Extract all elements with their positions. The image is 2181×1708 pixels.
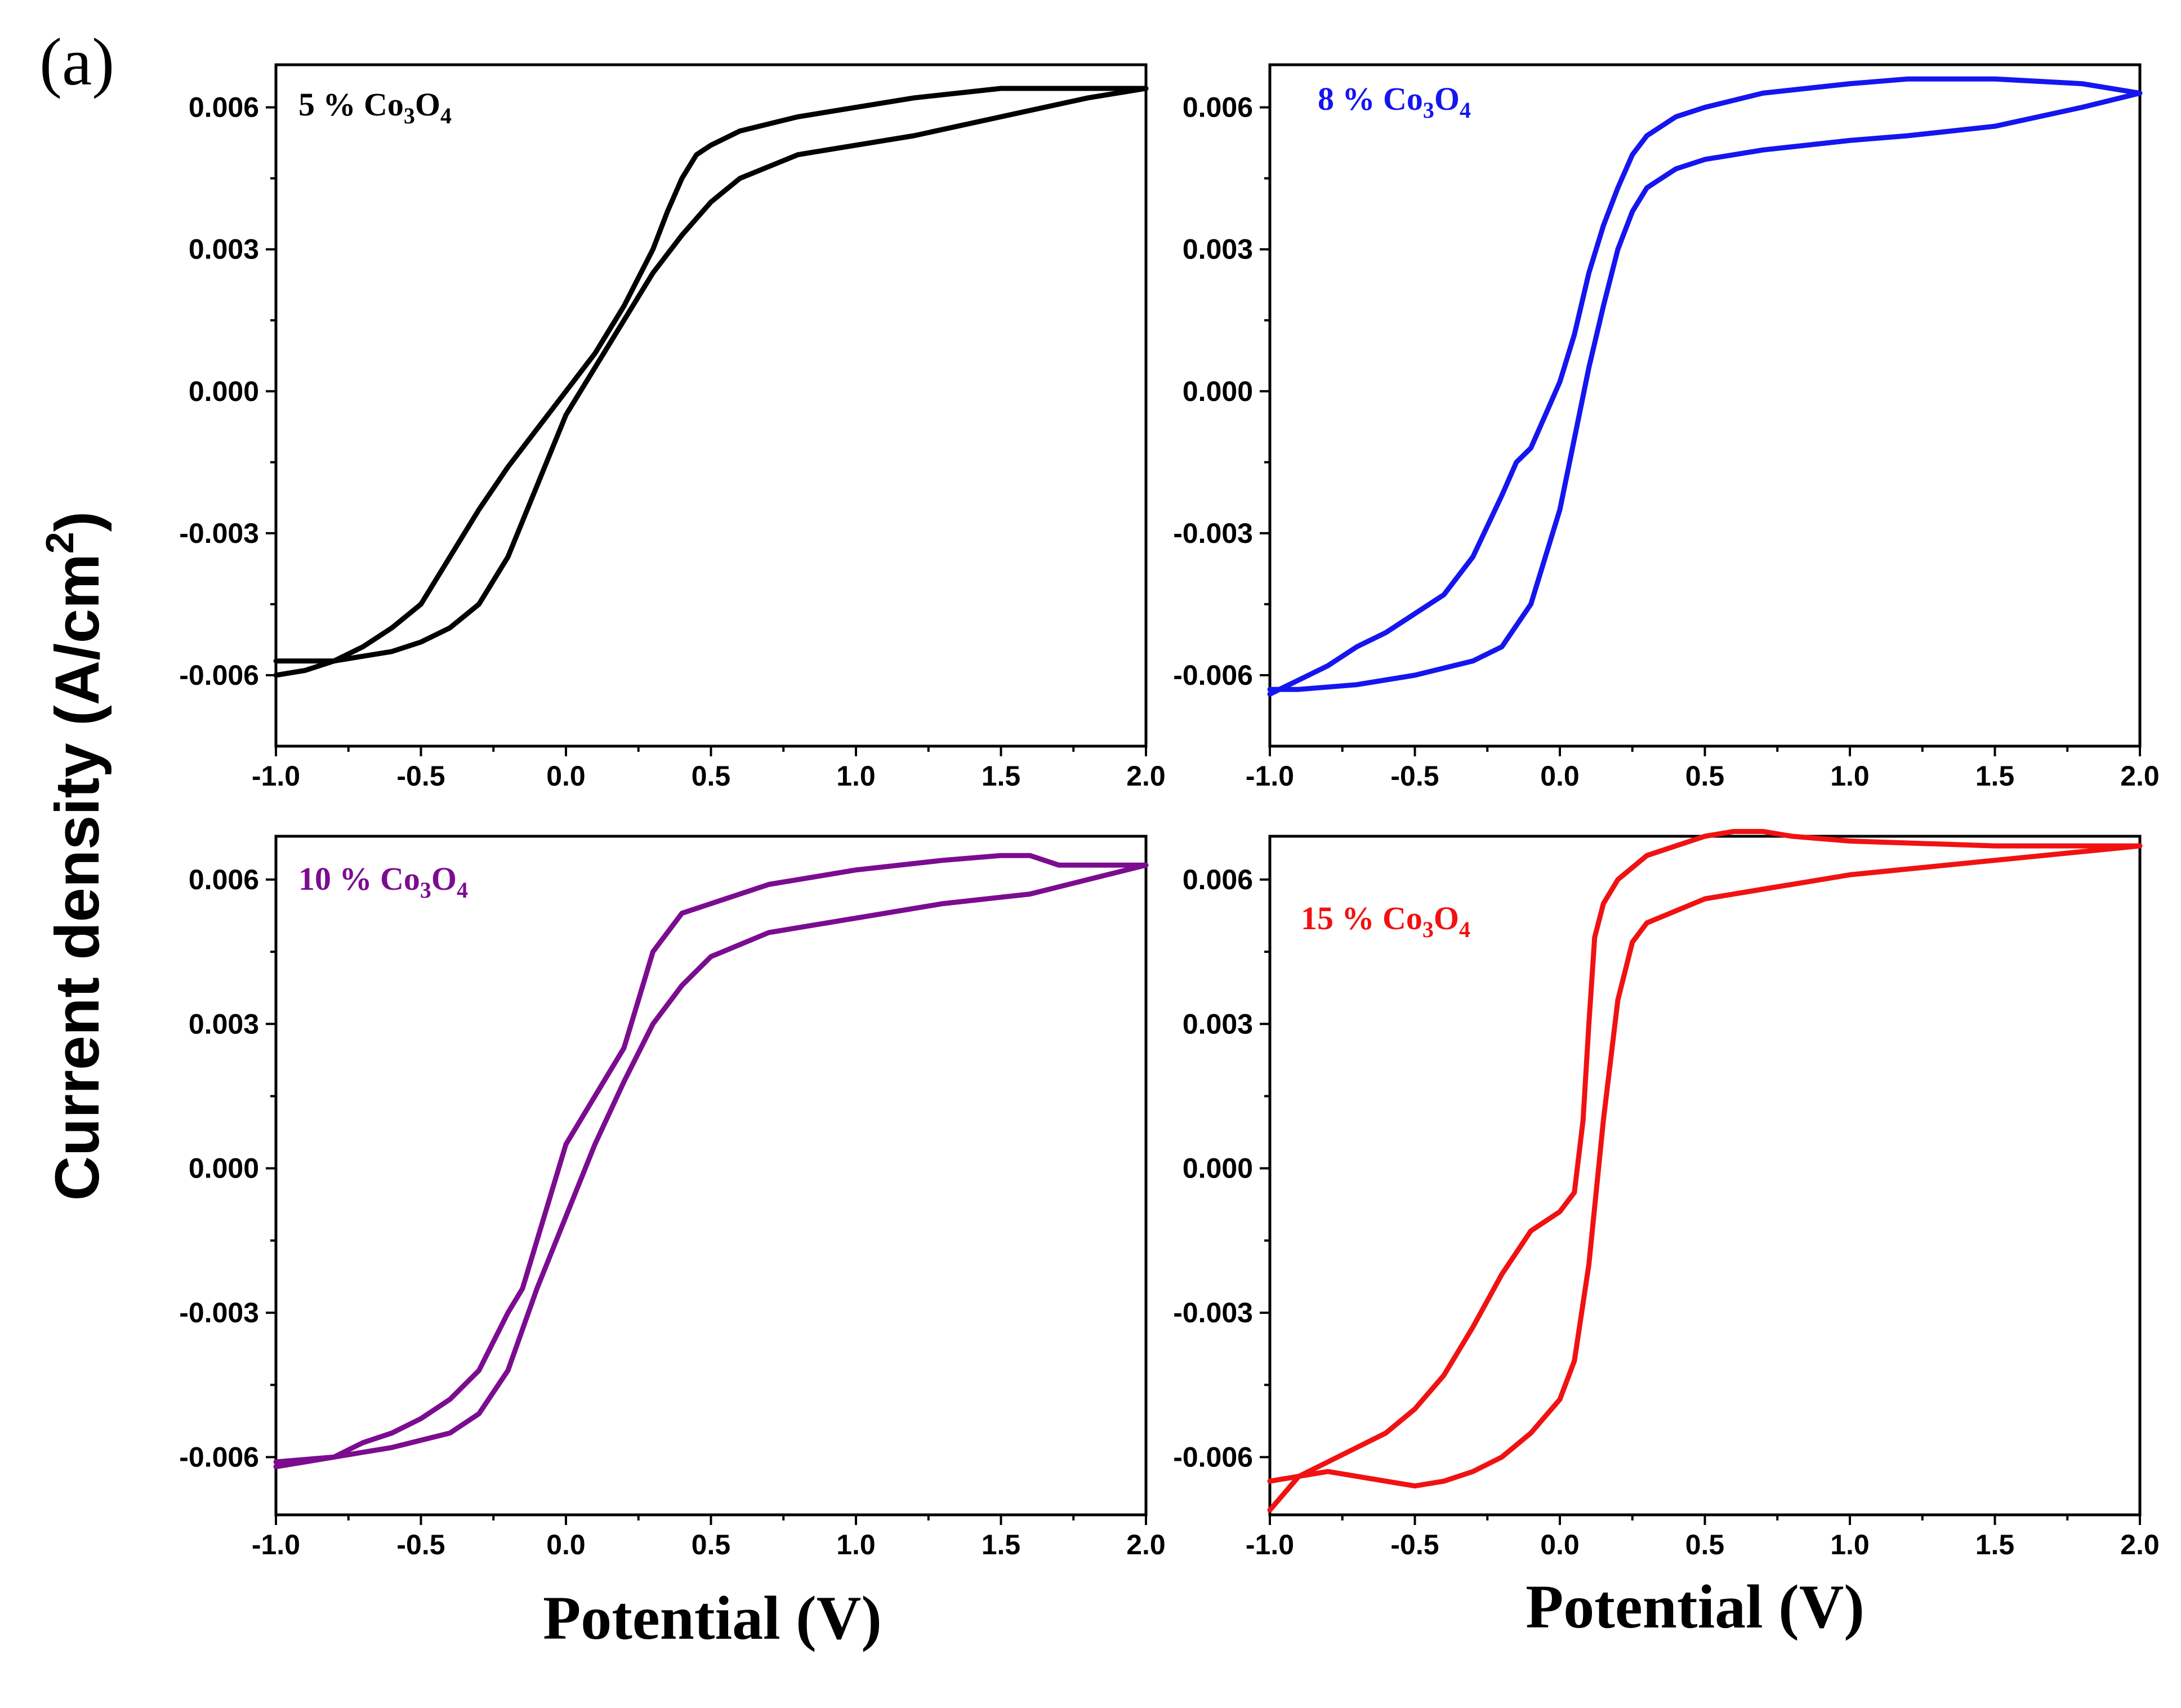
x-tick-label: 0.5 <box>692 1529 731 1560</box>
panel-10pct: -1.0 -0.5 0.0 0.5 1.0 1.5 2.0 -0.006 -0.003 0.000… <box>179 835 1166 1560</box>
x-axis-title-left: Potential (V) <box>543 1584 882 1652</box>
y-tick-label: -0.006 <box>1173 1441 1253 1473</box>
y-tick-label: 0.006 <box>189 92 259 123</box>
x-tick-label: 1.5 <box>1975 760 2015 792</box>
y-tick-label: -0.003 <box>179 1297 259 1328</box>
x-tick-label: 1.0 <box>836 1529 876 1560</box>
cv-curve-15pct <box>1267 829 2143 1513</box>
x-tick-label: 0.0 <box>546 1529 586 1560</box>
y-tick-label: 0.003 <box>1183 1008 1253 1040</box>
x-tick-label: 1.0 <box>1830 1529 1870 1560</box>
y-tick-label: 0.006 <box>1183 864 1253 895</box>
y-tick-label: -0.006 <box>179 1441 259 1473</box>
x-tick-label: -1.0 <box>252 760 300 792</box>
y-tick-label: 0.003 <box>1183 234 1253 265</box>
y-tick-label: 0.006 <box>1183 92 1253 123</box>
cv-curve-10pct <box>273 853 1149 1469</box>
x-tick-label: 1.5 <box>1975 1529 2015 1560</box>
panel-15pct: -1.0 -0.5 0.0 0.5 1.0 1.5 2.0 -0.006 -0.003 0.000… <box>1173 829 2160 1560</box>
panel-title-15pct: 15 % Co3O4 <box>1301 900 1470 942</box>
x-tick-label: -0.5 <box>396 1529 445 1560</box>
x-tick-label: -0.5 <box>1390 760 1439 792</box>
panel-title-8pct: 8 % Co3O4 <box>1318 81 1471 123</box>
x-tick-label: 2.0 <box>2120 1529 2160 1560</box>
y-tick-label: 0.003 <box>189 1008 259 1040</box>
y-tick-label: -0.003 <box>1173 1297 1253 1328</box>
x-tick-label: 2.0 <box>1126 760 1166 792</box>
y-tick-label: -0.003 <box>179 518 259 549</box>
cv-curve-5pct <box>273 86 1149 678</box>
x-tick-label: -1.0 <box>252 1529 300 1560</box>
x-tick-label: -1.0 <box>1246 760 1294 792</box>
x-tick-label: 1.0 <box>1830 760 1870 792</box>
x-tick-label: 0.5 <box>1685 1529 1725 1560</box>
y-tick-label: 0.003 <box>189 234 259 265</box>
y-tick-label: 0.000 <box>189 1153 259 1184</box>
panel-label: (a) <box>39 24 114 99</box>
x-tick-label: 2.0 <box>1126 1529 1166 1560</box>
panel-title-10pct: 10 % Co3O4 <box>298 860 468 903</box>
y-tick-label: 0.000 <box>189 376 259 407</box>
x-tick-label: 0.0 <box>1540 1529 1580 1560</box>
plot-frame-15pct <box>1268 835 2142 1517</box>
x-axis-title-right: Potential (V) <box>1526 1572 1865 1641</box>
y-tick-label: -0.003 <box>1173 518 1253 549</box>
panel-title-5pct: 5 % Co3O4 <box>298 86 452 128</box>
cv-curve-8pct <box>1267 76 2143 697</box>
x-tick-label: -0.5 <box>396 760 445 792</box>
panel-5pct: -1.0 -0.5 0.0 0.5 1.0 1.5 2.0 -0.006 -0.003 0.000… <box>179 63 1166 792</box>
x-tick-label: 0.5 <box>1685 760 1725 792</box>
y-axis-title: Current density (A/cm2) <box>38 511 112 1201</box>
x-tick-label: 1.0 <box>836 760 876 792</box>
y-tick-label: -0.006 <box>179 659 259 691</box>
plot-frame-5pct <box>274 63 1148 748</box>
x-tick-label: -0.5 <box>1390 1529 1439 1560</box>
x-tick-label: -1.0 <box>1246 1529 1294 1560</box>
x-tick-label: 2.0 <box>2120 760 2160 792</box>
y-tick-label: 0.006 <box>189 864 259 895</box>
plot-frame-10pct <box>274 835 1148 1517</box>
x-tick-label: 1.5 <box>982 1529 1021 1560</box>
x-tick-label: 0.0 <box>546 760 586 792</box>
x-tick-label: 0.0 <box>1540 760 1580 792</box>
panel-8pct: -1.0 -0.5 0.0 0.5 1.0 1.5 2.0 -0.006 -0.003 0.000… <box>1173 63 2160 792</box>
y-tick-label: 0.000 <box>1183 1153 1253 1184</box>
x-tick-label: 1.5 <box>982 760 1021 792</box>
y-tick-label: 0.000 <box>1183 376 1253 407</box>
y-tick-label: -0.006 <box>1173 659 1253 691</box>
x-tick-label: 0.5 <box>692 760 731 792</box>
plot-frame-8pct <box>1268 63 2142 748</box>
